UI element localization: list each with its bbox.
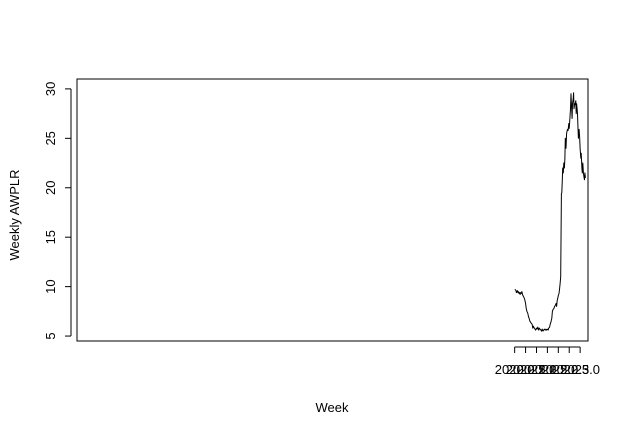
x-axis: 2020.02020.52021.02021.52022.02022.52023… (495, 346, 600, 377)
x-tick-label: 2021.0 (517, 362, 557, 377)
y-tick-label: 30 (43, 82, 58, 96)
series-layer (514, 92, 586, 332)
x-tick-label: 2020.0 (495, 362, 535, 377)
x-tick-label: 2022.0 (538, 362, 578, 377)
y-axis: 5 10 15 20 25 30 (43, 82, 72, 340)
y-axis-label: Weekly AWPLR (7, 169, 22, 260)
y-tick-label: 10 (43, 279, 58, 293)
y-tick-label: 15 (43, 230, 58, 244)
x-tick-label: 2021.5 (528, 362, 568, 377)
x-tick-label: 2020.5 (506, 362, 546, 377)
series-line (514, 92, 586, 332)
x-axis-label: Week (316, 400, 349, 415)
x-tick-label: 2023.0 (560, 362, 600, 377)
y-tick-label: 20 (43, 181, 58, 195)
y-tick-label: 5 (43, 332, 58, 339)
plot-frame (76, 78, 589, 342)
x-tick-label: 2022.5 (549, 362, 589, 377)
y-tick-label: 25 (43, 131, 58, 145)
